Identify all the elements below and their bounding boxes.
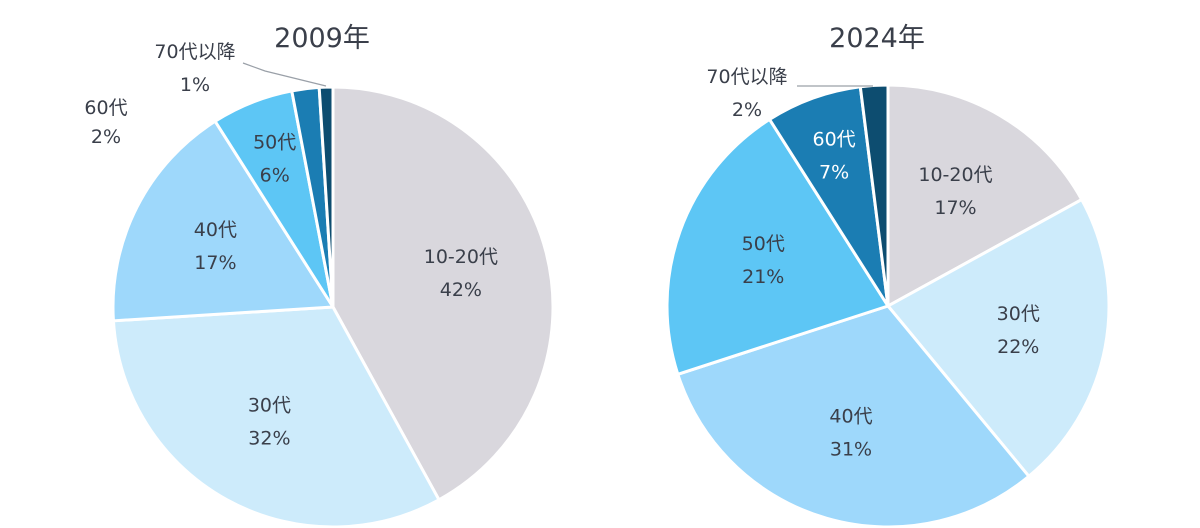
pie-slice-2009-0 — [331, 85, 555, 502]
slice-category-label: 70代以降 — [154, 41, 235, 63]
pie-slice-2009-5 — [317, 85, 335, 309]
slice-value-label: 22% — [997, 336, 1039, 358]
slice-value-label: 7% — [819, 161, 849, 183]
pie-slice-2024-0 — [886, 83, 1084, 308]
slice-category-label: 70代以降 — [706, 66, 787, 88]
pie-chart-2009: 2009年 10-20代 42% 30代 32% 40代 17% 50代 6% 60代 2% 70代以… — [84, 23, 555, 528]
pie-slice-2024-2 — [676, 304, 1031, 528]
slice-category-label: 40代 — [194, 219, 237, 241]
slice-value-label: 42% — [440, 279, 482, 301]
pie-slice-2024-3 — [665, 117, 890, 376]
slice-value-label: 17% — [934, 197, 976, 219]
slice-value-label: 32% — [248, 428, 290, 450]
slice-category-label: 60代 — [84, 97, 127, 119]
slice-value-label: 2% — [732, 99, 762, 121]
slice-value-label: 21% — [742, 266, 784, 288]
pie-chart-2024: 2024年 10-20代 17% 30代 22% 40代 31% 50代 21% 60代 7% 70代… — [665, 23, 1111, 528]
chart-title: 2009年 — [274, 23, 370, 54]
slice-category-label: 30代 — [248, 395, 291, 417]
slice-category-label: 60代 — [813, 128, 856, 150]
pie-slice-2024-5 — [858, 83, 890, 308]
slice-value-label: 6% — [260, 165, 290, 187]
slice-value-label: 1% — [180, 74, 210, 96]
pie-slice-2009-1 — [111, 305, 441, 528]
pie-slice-2024-1 — [886, 198, 1111, 478]
chart-title: 2024年 — [829, 23, 925, 54]
slice-value-label: 31% — [830, 438, 872, 460]
pie-slice-2009-2 — [111, 119, 335, 323]
slice-category-label: 10-20代 — [918, 164, 992, 186]
slice-category-label: 50代 — [253, 132, 296, 154]
slice-category-label: 10-20代 — [424, 246, 498, 268]
slice-category-label: 40代 — [829, 405, 872, 427]
slice-category-label: 50代 — [742, 233, 785, 255]
leader-line — [242, 62, 327, 87]
slice-value-label: 2% — [91, 126, 121, 148]
slice-value-label: 17% — [194, 252, 236, 274]
slice-category-label: 30代 — [997, 303, 1040, 325]
